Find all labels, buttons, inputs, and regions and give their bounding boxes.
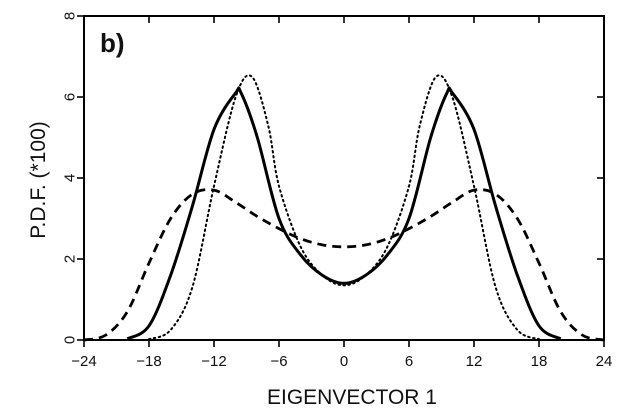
x-tick-label: 18	[531, 353, 548, 370]
curves-group	[83, 74, 605, 342]
y-tick-label: 6	[61, 93, 78, 101]
panel-label: b)	[100, 28, 125, 58]
y-tick-label: 2	[61, 255, 78, 263]
x-tick-label: −12	[201, 353, 226, 370]
y-tick-label: 0	[61, 336, 78, 344]
x-tick-label: −24	[71, 353, 96, 370]
series-line-dotted	[148, 74, 540, 341]
x-axis-title: EIGENVECTOR 1	[267, 386, 437, 409]
plot-frame	[83, 15, 605, 341]
y-tick-label: 4	[61, 174, 78, 182]
x-tick-label: 6	[405, 353, 413, 370]
x-tick-label: 0	[340, 353, 348, 370]
x-axis: −24 −18 −12 −6 0 6 12 18 24	[71, 16, 612, 370]
y-axis-title: P.D.F. (*100)	[27, 121, 50, 239]
y-tick-label: 8	[61, 12, 78, 20]
series-line-solid	[126, 86, 562, 341]
x-tick-label: −6	[270, 353, 287, 370]
y-axis: 0 2 4 6 8	[61, 12, 604, 344]
series-line-dashed	[83, 188, 605, 342]
x-tick-label: 24	[596, 353, 613, 370]
plot-area	[83, 15, 605, 341]
x-tick-label: −18	[136, 353, 161, 370]
x-tick-label: 12	[466, 353, 483, 370]
